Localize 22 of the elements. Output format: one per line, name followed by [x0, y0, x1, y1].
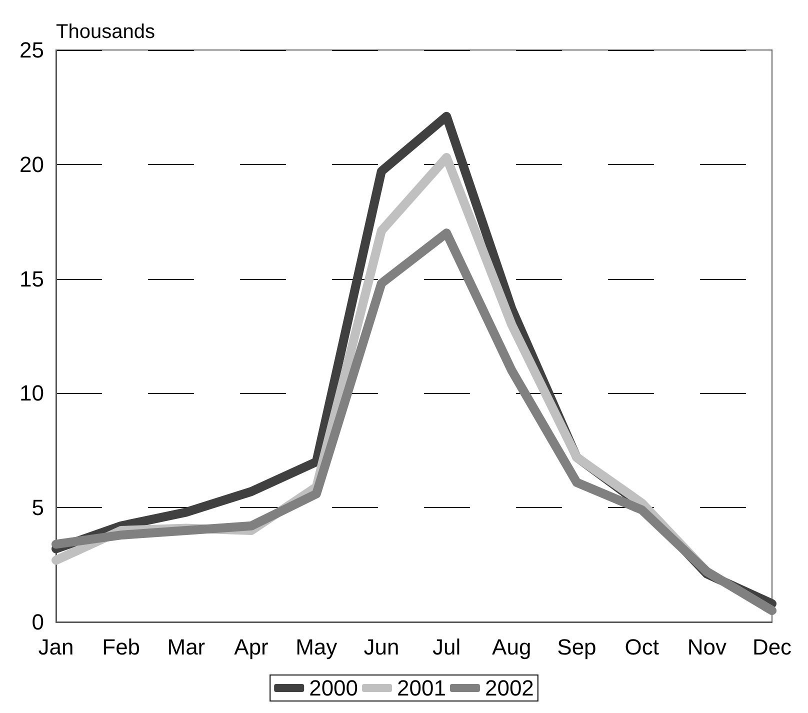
y-tick-label: 5: [32, 495, 44, 520]
y-tick-label: 10: [20, 380, 44, 406]
y-tick-label: 15: [20, 266, 44, 292]
x-tick-label: Jun: [364, 634, 400, 660]
x-tick-label: Mar: [167, 634, 206, 660]
x-tick-label: Sep: [557, 634, 596, 660]
y-tick-label: 25: [20, 38, 44, 62]
y-axis-title: Thousands: [56, 21, 155, 43]
legend-label: 2000: [309, 676, 358, 700]
x-tick-label: Aug: [492, 634, 532, 660]
y-tick-label: 20: [20, 152, 44, 177]
x-tick-label: Oct: [624, 634, 659, 660]
legend-label: 2001: [397, 676, 446, 700]
legend-label: 2002: [484, 676, 534, 700]
x-tick-label: Dec: [752, 634, 792, 660]
x-tick-label: Jan: [38, 634, 74, 660]
x-tick-label: Apr: [234, 634, 268, 660]
x-tick-label: Jul: [432, 634, 461, 660]
x-tick-label: Feb: [102, 634, 140, 660]
x-tick-label: Nov: [687, 634, 726, 660]
x-tick-label: May: [296, 634, 338, 660]
y-tick-label: 0: [32, 610, 44, 634]
